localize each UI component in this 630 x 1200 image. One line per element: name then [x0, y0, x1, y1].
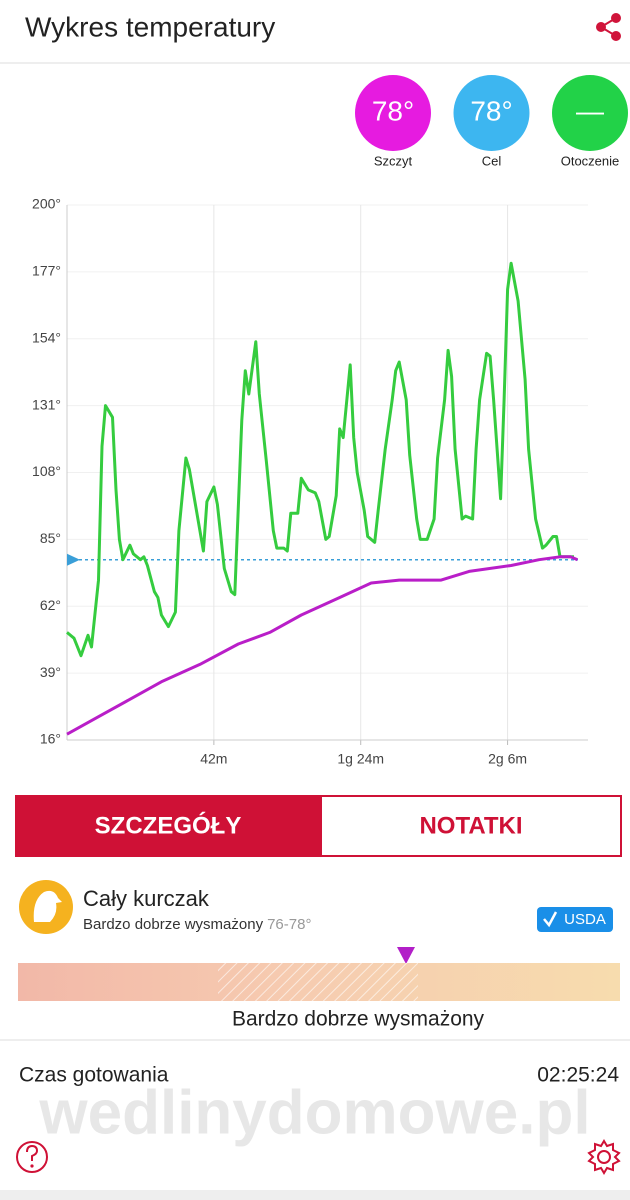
product-doneness: Bardzo dobrze wysmażony 76-78°	[83, 916, 311, 933]
target-marker	[67, 553, 80, 566]
gauge-value: 78°	[470, 95, 512, 126]
header-title: Wykres temperatury	[25, 11, 275, 42]
doneness-target-zone	[218, 963, 418, 1001]
gauge-label: Szczyt	[374, 153, 413, 168]
chart: 16° 39° 62° 85° 108° 131° 154° 177° 200° 42m 1g 24…	[32, 196, 588, 767]
y-tick-label: 39°	[40, 664, 61, 680]
tab-details[interactable]	[15, 795, 321, 857]
gauges: 78° Szczyt 78° Cel — Otoczenie	[355, 75, 628, 168]
gauge-value: 78°	[372, 95, 414, 126]
y-tick-label: 131°	[32, 396, 61, 412]
help-button[interactable]	[16, 1141, 48, 1173]
cooking-time-value: 02:25:24	[537, 1064, 619, 1087]
tab-label: SZCZEGÓŁY	[95, 811, 242, 839]
x-tick-label: 1g 24m	[337, 751, 384, 767]
series-line	[66, 555, 579, 736]
watermark: wedlinydomowe.pl	[38, 1078, 590, 1147]
x-tick-label: 42m	[200, 751, 227, 767]
gauge-circle	[355, 75, 431, 151]
gauge-label: Cel	[482, 153, 502, 168]
check-icon	[543, 911, 558, 928]
x-tick-label: 2g 6m	[488, 751, 527, 767]
series-line	[66, 261, 574, 658]
tab-label: NOTATKI	[419, 812, 522, 839]
nav-bar	[0, 1190, 630, 1200]
gauge-label: Otoczenie	[561, 153, 620, 168]
product-name: Cały kurczak	[83, 886, 210, 911]
doneness-bar-label: Bardzo dobrze wysmażony	[232, 1008, 485, 1031]
gauge-circle	[552, 75, 628, 151]
doneness: Bardzo dobrze wysmażony	[83, 916, 264, 933]
y-tick-label: 154°	[32, 329, 61, 345]
tab-notes[interactable]	[320, 795, 622, 857]
doneness-marker	[397, 947, 415, 964]
y-tick-label: 62°	[40, 597, 61, 613]
cooking-time-label: Czas gotowania	[19, 1064, 169, 1087]
temp-range: 76-78°	[267, 916, 311, 933]
y-tick-label: 200°	[32, 196, 61, 212]
share-button[interactable]	[596, 13, 621, 41]
gauge-value: —	[576, 95, 604, 126]
gauge-circle	[453, 75, 530, 151]
chicken-icon	[33, 890, 62, 922]
settings-button[interactable]	[587, 1139, 621, 1175]
y-tick-label: 85°	[40, 530, 61, 546]
y-tick-label: 108°	[32, 463, 61, 479]
y-tick-label: 16°	[40, 731, 61, 747]
y-tick-label: 177°	[32, 263, 61, 279]
badge-label: USDA	[564, 911, 606, 928]
